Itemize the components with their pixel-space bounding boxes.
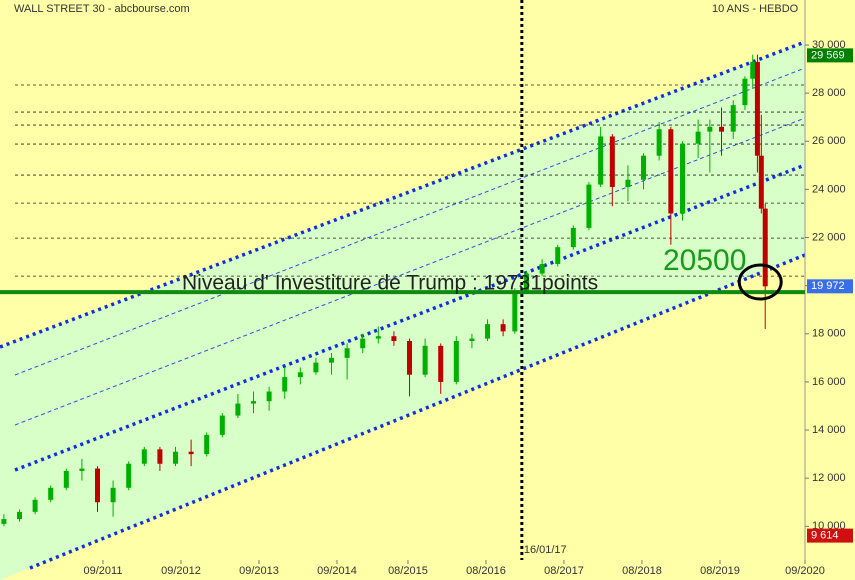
x-tick-label: 09/2014 — [317, 565, 357, 577]
candle-body — [63, 470, 69, 488]
candle-body — [204, 434, 210, 455]
candle-body — [32, 499, 38, 512]
candle-body — [539, 263, 545, 274]
annotation: 20500 — [663, 244, 746, 277]
y-tick-label: 28 000 — [812, 87, 846, 99]
candle-body — [79, 468, 85, 471]
candle-body — [485, 324, 491, 339]
y-tick-label: 24 000 — [812, 183, 846, 195]
overlays: 16/01/17 Niveau d' Investiture de Trump :… — [0, 0, 853, 560]
candle-body — [680, 143, 686, 214]
candle-body — [157, 449, 163, 464]
candle-body — [469, 338, 475, 342]
candle-body — [609, 136, 615, 187]
level-label: Niveau d' Investiture de Trump : 19731po… — [182, 272, 598, 295]
candle-body — [754, 61, 760, 156]
price-marker-label: 19 972 — [811, 280, 845, 292]
candle-body — [329, 357, 335, 363]
candle-body — [656, 129, 662, 156]
candle-body — [730, 105, 736, 132]
candles — [1, 54, 768, 527]
candle-body — [500, 324, 506, 332]
y-tick-label: 26 000 — [812, 135, 846, 147]
candle-body — [297, 372, 303, 378]
candle-body — [282, 377, 288, 392]
channel-line — [14, 163, 806, 472]
price-marker-label: 9 614 — [811, 530, 839, 542]
x-tick-label: 08/2016 — [466, 565, 506, 577]
price-marker — [807, 279, 853, 294]
candle-body — [110, 487, 116, 503]
candle-body — [360, 338, 366, 349]
candle-body — [1, 519, 7, 524]
candle-body — [219, 415, 225, 435]
candle-body — [391, 336, 397, 342]
candle-body — [750, 61, 756, 79]
candle-body — [95, 468, 101, 503]
y-tick-label: 22 000 — [812, 231, 846, 243]
candle-body — [524, 273, 530, 291]
candle-body — [453, 341, 459, 382]
candle-body — [17, 511, 23, 520]
y-tick-label: 30 000 — [812, 39, 846, 51]
candle-body — [707, 126, 713, 132]
y-tick-label: 18 000 — [812, 328, 846, 340]
candle-body — [48, 487, 54, 500]
candle-body — [188, 451, 194, 455]
candle-body — [758, 155, 764, 209]
x-tick-label: 09/2011 — [83, 565, 122, 577]
y-tick-label: 16 000 — [812, 376, 846, 388]
candle-body — [141, 449, 147, 464]
candle-body — [586, 184, 592, 228]
highlight-circle — [737, 263, 783, 301]
candle-body — [375, 336, 381, 339]
x-tick-label: 08/2017 — [544, 565, 584, 577]
candle-body — [438, 345, 444, 382]
candle-body — [344, 348, 350, 358]
x-tick-label: 09/2020 — [785, 565, 825, 577]
candle-body — [266, 391, 272, 402]
chart-title: WALL STREET 30 - abcbourse.com — [14, 3, 190, 15]
price-marker-label: 29 569 — [811, 49, 845, 61]
candle-body — [598, 136, 604, 185]
y-tick-label: 14 000 — [812, 424, 846, 436]
candle-body — [719, 126, 725, 132]
candle-body — [407, 341, 413, 375]
y-tick-label: 12 000 — [812, 472, 846, 484]
candle-body — [251, 401, 257, 404]
channel-fill — [0, 42, 805, 580]
candle-body — [235, 403, 241, 416]
candle-body — [173, 451, 179, 464]
candle-body — [668, 129, 674, 214]
x-tick-label: 08/2018 — [622, 565, 662, 577]
candle-body — [570, 227, 576, 248]
price-marker — [807, 48, 853, 63]
event-label: 16/01/17 — [524, 544, 567, 556]
candle-body — [762, 208, 768, 287]
candle-body — [695, 131, 701, 144]
x-tick-label: 08/2019 — [700, 565, 740, 577]
candle-body — [742, 78, 748, 106]
channel-mid-line — [14, 67, 806, 376]
x-tick-label: 09/2013 — [239, 565, 279, 577]
price-marker — [807, 528, 853, 543]
x-tick-label: 09/2012 — [161, 565, 201, 577]
candle-body — [641, 155, 647, 180]
candle-body — [512, 290, 518, 332]
candle-body — [555, 247, 561, 264]
candle-body — [126, 463, 132, 488]
x-tick-label: 08/2015 — [388, 565, 428, 577]
candle-body — [422, 345, 428, 375]
candle-body — [625, 179, 631, 187]
chart-subtitle: 10 ANS - HEBDO — [712, 3, 799, 15]
candle-body — [313, 362, 319, 373]
channel-mid-line — [14, 117, 806, 426]
